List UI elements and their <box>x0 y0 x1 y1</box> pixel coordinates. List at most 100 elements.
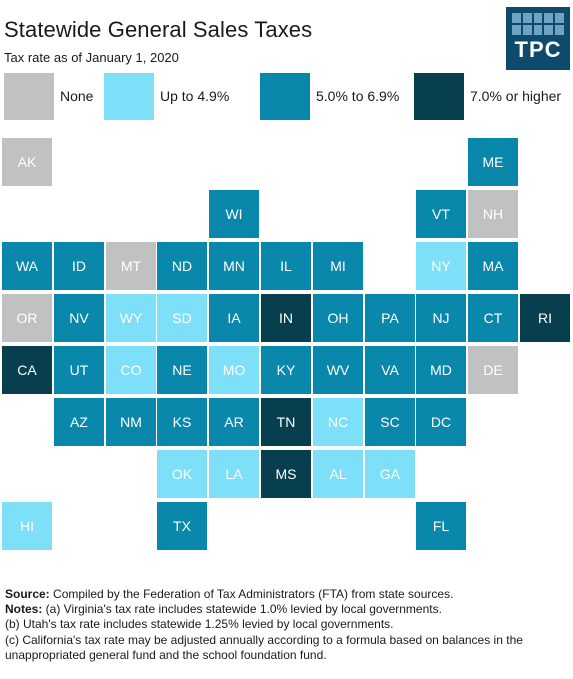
state-tile-la: LA <box>209 450 259 498</box>
state-label: RI <box>538 310 552 326</box>
state-label: NE <box>172 362 192 378</box>
state-tile-az: AZ <box>54 398 104 446</box>
state-tile-ct: CT <box>468 294 518 342</box>
state-tile-mo: MO <box>209 346 259 394</box>
state-tile-al: AL <box>313 450 363 498</box>
state-label: SC <box>380 414 400 430</box>
state-label: MI <box>330 258 346 274</box>
state-label: MO <box>222 362 246 378</box>
state-tile-oh: OH <box>313 294 363 342</box>
footnotes: Source: Compiled by the Federation of Ta… <box>5 587 570 663</box>
state-tile-mi: MI <box>313 242 363 290</box>
state-label: AL <box>329 466 347 482</box>
state-tile-nv: NV <box>54 294 104 342</box>
state-label: HI <box>20 518 34 534</box>
state-label: SD <box>172 310 192 326</box>
state-label: KS <box>172 414 192 430</box>
state-label: DE <box>483 362 503 378</box>
state-label: TX <box>173 518 191 534</box>
map-title: Statewide General Sales Taxes <box>4 17 313 42</box>
state-label: WA <box>15 258 39 274</box>
state-label: WI <box>225 206 243 222</box>
state-tile-fl: FL <box>416 502 466 550</box>
state-label: NJ <box>432 310 450 326</box>
state-tile-co: CO <box>106 346 156 394</box>
state-tile-wi: WI <box>209 190 259 238</box>
state-label: KY <box>276 362 296 378</box>
state-tile-ms: MS <box>261 450 311 498</box>
state-label: MD <box>430 362 452 378</box>
note-a-line: Notes: (a) Virginia's tax rate includes … <box>5 602 570 617</box>
state-tile-nc: NC <box>313 398 363 446</box>
state-tile-wy: WY <box>106 294 156 342</box>
state-label: ME <box>482 154 504 170</box>
state-tile-tx: TX <box>157 502 207 550</box>
state-label: OK <box>171 466 193 482</box>
state-label: WY <box>119 310 143 326</box>
state-label: LA <box>225 466 243 482</box>
state-tile-ks: KS <box>157 398 207 446</box>
state-tile-sc: SC <box>365 398 415 446</box>
legend-swatch-high <box>414 73 464 120</box>
state-label: VT <box>432 206 450 222</box>
state-tile-ky: KY <box>261 346 311 394</box>
state-label: NC <box>327 414 349 430</box>
state-tile-ne: NE <box>157 346 207 394</box>
state-tile-nh: NH <box>468 190 518 238</box>
state-tile-or: OR <box>2 294 52 342</box>
notes-label: Notes: <box>5 602 43 617</box>
state-tile-il: IL <box>261 242 311 290</box>
state-tile-ia: IA <box>209 294 259 342</box>
state-tile-ny: NY <box>416 242 466 290</box>
state-tile-ri: RI <box>520 294 570 342</box>
state-tile-id: ID <box>54 242 104 290</box>
map-subtitle: Tax rate as of January 1, 2020 <box>4 50 179 65</box>
legend-swatch-mid <box>260 73 310 120</box>
state-label: GA <box>379 466 401 482</box>
legend-label-none: None <box>60 88 94 104</box>
state-tile-wv: WV <box>313 346 363 394</box>
state-label: VA <box>381 362 399 378</box>
state-tile-hi: HI <box>2 502 52 550</box>
state-tile-mn: MN <box>209 242 259 290</box>
state-label: UT <box>69 362 89 378</box>
state-label: MT <box>120 258 142 274</box>
state-label: FL <box>432 518 450 534</box>
state-tile-ca: CA <box>2 346 52 394</box>
legend-label-high: 7.0% or higher <box>470 88 562 104</box>
state-label: OR <box>16 310 38 326</box>
state-label: DC <box>430 414 452 430</box>
state-tile-ak: AK <box>2 138 52 186</box>
state-tile-tn: TN <box>261 398 311 446</box>
source-label: Source: <box>5 587 50 601</box>
state-label: PA <box>381 310 399 326</box>
state-label: WV <box>326 362 350 378</box>
state-label: IA <box>227 310 241 326</box>
state-label: MN <box>223 258 245 274</box>
state-label: ID <box>72 258 86 274</box>
note-b: (b) Utah's tax rate includes statewide 1… <box>5 617 394 632</box>
state-tile-de: DE <box>468 346 518 394</box>
state-label: AK <box>17 154 37 170</box>
state-label: AR <box>224 414 244 430</box>
state-tile-va: VA <box>365 346 415 394</box>
state-tile-dc: DC <box>416 398 466 446</box>
state-tile-ga: GA <box>365 450 415 498</box>
state-label: TN <box>276 414 296 430</box>
source-line: Source: Compiled by the Federation of Ta… <box>5 587 570 602</box>
state-tile-md: MD <box>416 346 466 394</box>
state-tile-ar: AR <box>209 398 259 446</box>
state-label: IL <box>280 258 292 274</box>
state-tile-pa: PA <box>365 294 415 342</box>
legend-swatch-low <box>104 73 154 120</box>
legend-label-low: Up to 4.9% <box>160 88 230 104</box>
state-label: MA <box>482 258 504 274</box>
state-tile-in: IN <box>261 294 311 342</box>
state-tile-vt: VT <box>416 190 466 238</box>
state-label: ND <box>171 258 193 274</box>
note-c: (c) California's tax rate may be adjuste… <box>5 632 523 662</box>
tpc-logo: TPC <box>506 7 570 70</box>
state-tile-nd: ND <box>157 242 207 290</box>
logo-text: TPC <box>514 37 562 62</box>
state-label: OH <box>327 310 349 326</box>
